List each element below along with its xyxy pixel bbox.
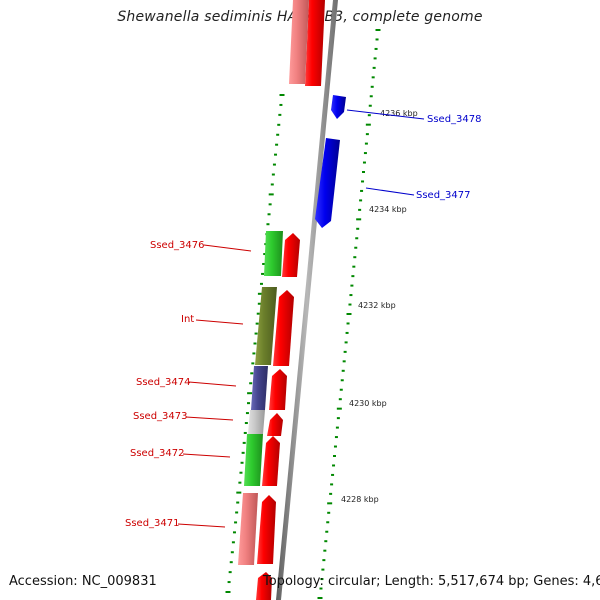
kbp-label-4232: 4232 kbp: [358, 301, 396, 310]
leader-line-int: [195, 319, 244, 325]
gene-arrow-ssed-3473-red[interactable]: [267, 413, 283, 436]
gene-label-ssed-3476[interactable]: Ssed_3476: [150, 240, 205, 251]
kbp-label-4236: 4236 kbp: [380, 109, 418, 118]
leader-line-ssed-3474: [188, 381, 237, 387]
cog-box-ssed-3471-pink[interactable]: [238, 493, 258, 565]
leader-line-ssed-3477: [365, 187, 415, 196]
gene-arrow-bottom-red[interactable]: [256, 572, 272, 600]
gene-arrow-ssed-3471-red[interactable]: [257, 495, 276, 564]
cog-box-int-olive[interactable]: [255, 287, 277, 365]
gene-label-int[interactable]: Int: [181, 314, 194, 325]
gene-arrow-top-red[interactable]: [305, 0, 325, 86]
gene-label-ssed-3471[interactable]: Ssed_3471: [125, 518, 180, 529]
topology-summary: Topology: circular; Length: 5,517,674 bp…: [263, 574, 600, 589]
cog-box-ssed-3473-grey[interactable]: [248, 410, 265, 434]
gene-label-ssed-3472[interactable]: Ssed_3472: [130, 448, 185, 459]
leader-line-ssed-3476: [203, 244, 252, 252]
outer-tick-marks: [317, 29, 381, 599]
genome-backbone: [276, 0, 338, 600]
leader-line-ssed-3472: [182, 453, 231, 458]
gene-arrow-ssed-3477-blue[interactable]: [315, 138, 340, 228]
gene-label-ssed-3477[interactable]: Ssed_3477: [416, 190, 471, 201]
cog-box-top-pink[interactable]: [289, 0, 309, 84]
kbp-label-4230: 4230 kbp: [349, 399, 387, 408]
gene-arrow-ssed-3472-red[interactable]: [262, 436, 280, 486]
cog-box-ssed-3476-green[interactable]: [264, 231, 283, 276]
accession-label: Accession: NC_009831: [9, 574, 157, 589]
gene-arrow-ssed-3476-red[interactable]: [282, 233, 300, 277]
leader-line-ssed-3473: [185, 416, 234, 421]
gene-label-ssed-3474[interactable]: Ssed_3474: [136, 377, 191, 388]
kbp-label-4234: 4234 kbp: [369, 205, 407, 214]
gene-arrow-int-red[interactable]: [273, 290, 294, 366]
gene-arrow-ssed-3474-red[interactable]: [269, 369, 287, 410]
kbp-label-4228: 4228 kbp: [341, 495, 379, 504]
leader-line-ssed-3478: [346, 109, 425, 120]
leader-line-ssed-3471: [177, 523, 226, 528]
gene-label-ssed-3473[interactable]: Ssed_3473: [133, 411, 188, 422]
gene-label-ssed-3478[interactable]: Ssed_3478: [427, 114, 482, 125]
cog-box-ssed-3472-green[interactable]: [244, 434, 263, 486]
gene-arrow-ssed-3478-blue[interactable]: [331, 95, 346, 119]
cog-box-ssed-3474-navy[interactable]: [251, 366, 268, 410]
